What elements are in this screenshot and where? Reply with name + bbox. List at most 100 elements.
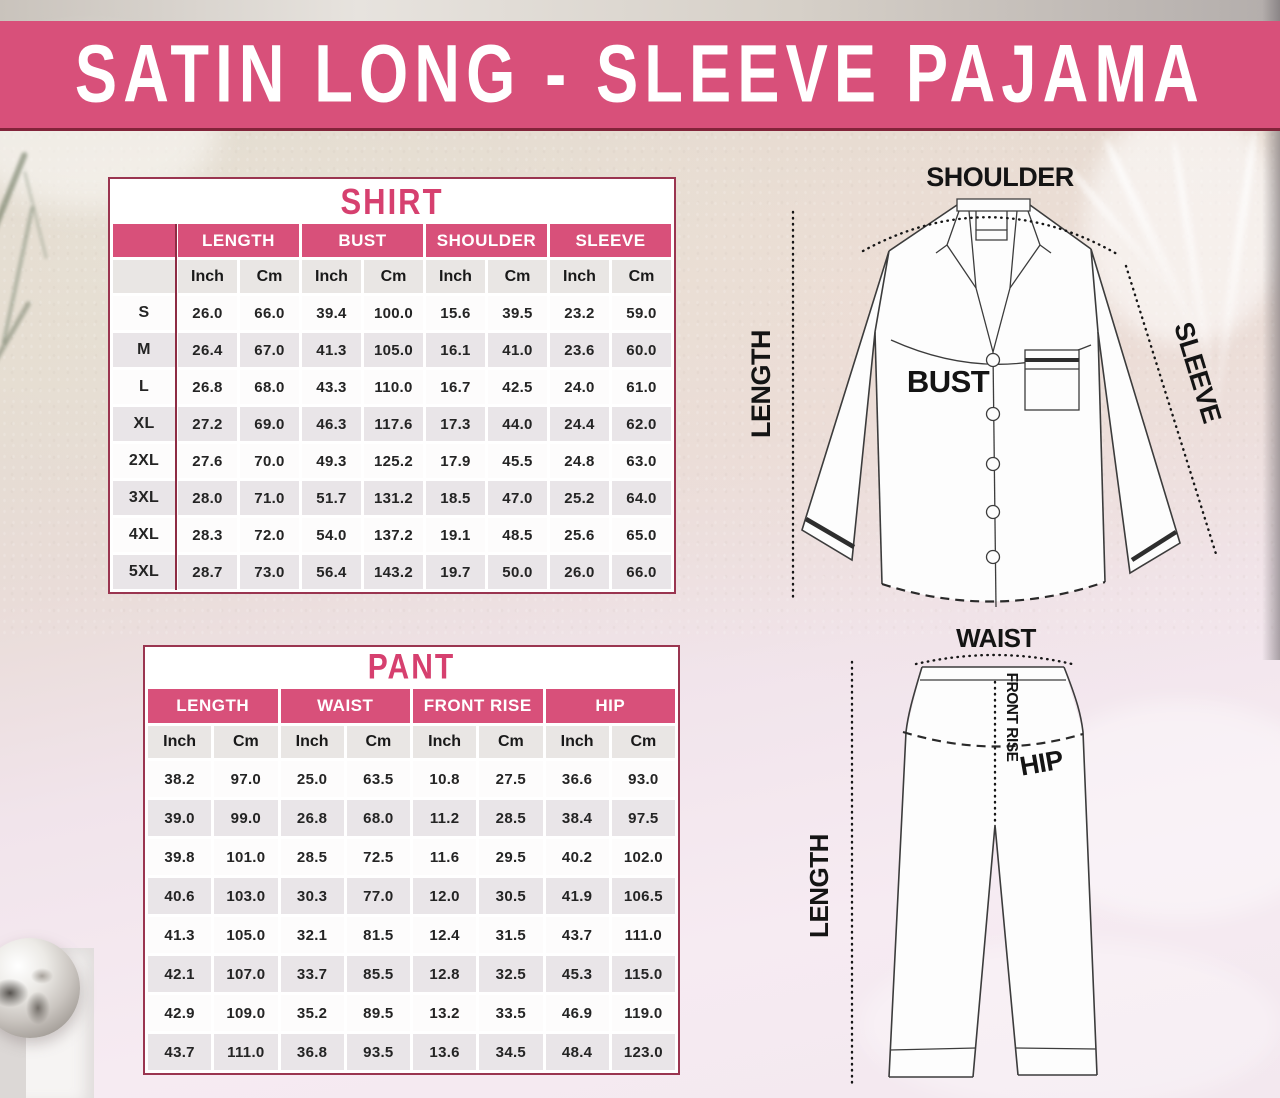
pant-table-title-row: PANT — [145, 647, 678, 689]
table-cell: 35.2 — [280, 995, 344, 1031]
table-cell: 26.0 — [178, 296, 237, 330]
table-cell: 41.3 — [302, 333, 361, 367]
unit-header-cell: Inch — [178, 260, 237, 293]
table-cell: 28.0 — [178, 481, 237, 515]
table-cell: 28.5 — [280, 839, 344, 875]
table-cell: 66.0 — [612, 555, 671, 589]
table-cell: 85.5 — [346, 956, 410, 992]
table-cell: 62.0 — [612, 407, 671, 441]
shirt-hem-dashed — [881, 580, 1106, 603]
ornament-ball-decoration — [0, 938, 80, 1038]
table-cell: 41.0 — [488, 333, 547, 367]
table-cell: 46.9 — [545, 995, 609, 1031]
table-cell: 106.5 — [611, 878, 675, 914]
background-top-strip — [0, 0, 1280, 21]
table-cell: 25.6 — [550, 518, 609, 552]
table-cell: 12.8 — [413, 956, 477, 992]
shoulder-label: SHOULDER — [926, 162, 1074, 192]
table-cell: 67.0 — [240, 333, 299, 367]
column-header-sleeve: SLEEVE — [550, 224, 671, 257]
right-lapel — [992, 210, 1041, 353]
waist-label: WAIST — [956, 623, 1036, 653]
table-cell: 39.0 — [148, 800, 212, 836]
table-cell: 19.1 — [426, 518, 485, 552]
table-cell: 110.0 — [364, 370, 423, 404]
table-cell: 42.5 — [488, 370, 547, 404]
table-cell: 48.5 — [488, 518, 547, 552]
table-cell: 63.5 — [346, 761, 410, 797]
table-cell: 61.0 — [612, 370, 671, 404]
table-corner-cell — [113, 224, 175, 257]
table-cell: 33.7 — [280, 956, 344, 992]
shirt-left-sleeve — [801, 250, 890, 562]
table-cell: L — [113, 370, 175, 404]
table-cell: 123.0 — [611, 1034, 675, 1070]
length-label: LENGTH — [804, 834, 834, 938]
table-cell: 25.2 — [550, 481, 609, 515]
table-cell: 46.3 — [302, 407, 361, 441]
table-cell: 97.5 — [611, 800, 675, 836]
table-cell: 26.0 — [550, 555, 609, 589]
pant-measurement-diagram: WAIST LENGTH FRONT RISE HIP — [804, 623, 1098, 1085]
table-cell: 36.6 — [545, 761, 609, 797]
table-cell: 28.3 — [178, 518, 237, 552]
unit-header-cell: Inch — [550, 260, 609, 293]
table-cell: 56.4 — [302, 555, 361, 589]
unit-header-cell: Inch — [280, 726, 344, 758]
table-cell: 50.0 — [488, 555, 547, 589]
hip-measure-line — [902, 730, 1084, 748]
table-cell: 143.2 — [364, 555, 423, 589]
table-cell: 105.0 — [214, 917, 278, 953]
table-cell: 33.5 — [479, 995, 543, 1031]
table-cell: 29.5 — [479, 839, 543, 875]
pant-table-title: PANT — [367, 647, 456, 687]
unit-header-cell: Inch — [302, 260, 361, 293]
table-cell: 15.6 — [426, 296, 485, 330]
table-cell: 39.8 — [148, 839, 212, 875]
table-cell: 41.9 — [545, 878, 609, 914]
table-cell: 97.0 — [214, 761, 278, 797]
unit-header-cell: Cm — [214, 726, 278, 758]
table-cell: 68.0 — [346, 800, 410, 836]
table-cell: 40.6 — [148, 878, 212, 914]
table-cell: 105.0 — [364, 333, 423, 367]
unit-header-cell: Cm — [612, 260, 671, 293]
pant-size-table: PANT LENGTH WAIST FRONT RISE HIP Inch Cm… — [143, 645, 680, 1075]
table-cell: 131.2 — [364, 481, 423, 515]
table-cell: 28.5 — [479, 800, 543, 836]
table-cell: 54.0 — [302, 518, 361, 552]
table-cell: 77.0 — [346, 878, 410, 914]
table-cell: 17.3 — [426, 407, 485, 441]
table-cell: 101.0 — [214, 839, 278, 875]
table-cell: 24.0 — [550, 370, 609, 404]
table-cell: 64.0 — [612, 481, 671, 515]
unit-header-cell: Inch — [148, 726, 212, 758]
shirt-table-grid: LENGTH BUST SHOULDER SLEEVE Inch Cm Inch… — [110, 224, 674, 592]
table-cell: 11.2 — [413, 800, 477, 836]
unit-header-cell: Cm — [479, 726, 543, 758]
table-cell: 48.4 — [545, 1034, 609, 1070]
table-cell: 65.0 — [612, 518, 671, 552]
table-cell: 111.0 — [611, 917, 675, 953]
table-cell: 72.5 — [346, 839, 410, 875]
table-cell: 100.0 — [364, 296, 423, 330]
table-cell: 18.5 — [426, 481, 485, 515]
table-cell: 68.0 — [240, 370, 299, 404]
table-cell: 23.6 — [550, 333, 609, 367]
table-cell: 137.2 — [364, 518, 423, 552]
table-cell: 72.0 — [240, 518, 299, 552]
table-cell: 24.4 — [550, 407, 609, 441]
table-cell: 66.0 — [240, 296, 299, 330]
table-cell: 30.5 — [479, 878, 543, 914]
table-cell: 71.0 — [240, 481, 299, 515]
table-cell: 42.1 — [148, 956, 212, 992]
table-cell: 45.3 — [545, 956, 609, 992]
table-cell: 5XL — [113, 555, 175, 589]
table-cell: 70.0 — [240, 444, 299, 478]
column-header-front-rise: FRONT RISE — [413, 689, 543, 723]
table-cell: 47.0 — [488, 481, 547, 515]
column-header-shoulder: SHOULDER — [426, 224, 547, 257]
table-cell: 34.5 — [479, 1034, 543, 1070]
unit-header-cell: Inch — [413, 726, 477, 758]
table-cell: 39.4 — [302, 296, 361, 330]
